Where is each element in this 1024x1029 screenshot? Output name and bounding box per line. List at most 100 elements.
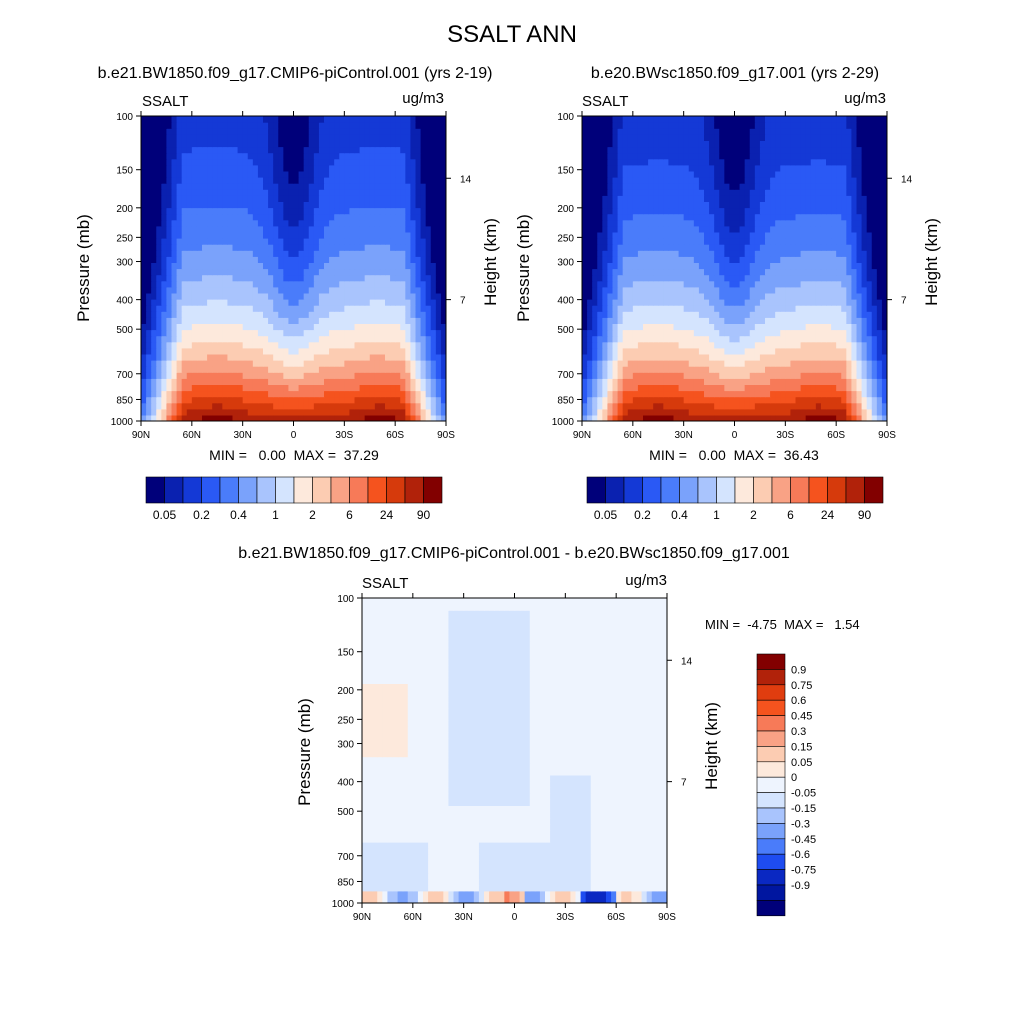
colorbar-swatch xyxy=(846,477,865,503)
colorbar-swatch xyxy=(717,477,736,503)
colorbar-label: 90 xyxy=(417,508,431,522)
panel-1-stats: MIN = 0.00 MAX = 37.29 xyxy=(209,447,379,463)
colorbar-swatch xyxy=(757,854,785,869)
x-tick-label: 60N xyxy=(183,430,201,441)
colorbar-label: 0.3 xyxy=(791,726,806,738)
colorbar-swatch xyxy=(757,839,785,854)
colorbar-label: 0.05 xyxy=(594,508,618,522)
x-tick-label: 30N xyxy=(233,430,251,441)
y-tick-label: 700 xyxy=(337,852,354,863)
colorbar-label: 0.2 xyxy=(193,508,210,522)
x-tick-label: 0 xyxy=(732,430,738,441)
y-tick-label: 1000 xyxy=(111,417,134,428)
panel-3-left-label: SSALT xyxy=(362,575,408,592)
y-tick-label: 250 xyxy=(557,233,574,244)
colorbar-swatch xyxy=(865,477,884,503)
colorbar-swatch xyxy=(313,477,332,503)
colorbar-swatch xyxy=(405,477,424,503)
colorbar-swatch xyxy=(220,477,239,503)
panel-3-stats: MIN = -4.75 MAX = 1.54 xyxy=(705,617,860,632)
panel-1: b.e21.BW1850.f09_g17.CMIP6-piControl.001… xyxy=(74,65,500,522)
colorbar-label: 0 xyxy=(791,772,797,784)
colorbar-swatch xyxy=(146,477,165,503)
y-tick-label: 700 xyxy=(557,370,574,381)
colorbar-label: 0.05 xyxy=(153,508,177,522)
colorbar-label: 0.6 xyxy=(791,695,806,707)
colorbar-swatch xyxy=(624,477,643,503)
colorbar-label: 6 xyxy=(346,508,353,522)
colorbar-swatch xyxy=(757,870,785,885)
x-tick-label: 90N xyxy=(353,912,371,923)
panel-3-field xyxy=(362,598,668,904)
panel-3-colorbar: 0.90.750.60.450.30.150.050-0.05-0.15-0.3… xyxy=(757,654,816,916)
colorbar-swatch xyxy=(276,477,295,503)
colorbar-label: -0.6 xyxy=(791,849,810,861)
x-tick-label: 0 xyxy=(291,430,297,441)
colorbar-swatch xyxy=(809,477,828,503)
x-tick-label: 60N xyxy=(404,912,422,923)
panel-1-ylabel-right: Height (km) xyxy=(481,218,500,306)
colorbar-label: 0.15 xyxy=(791,741,812,753)
colorbar-swatch xyxy=(757,762,785,777)
colorbar-swatch xyxy=(754,477,773,503)
x-tick-label: 60S xyxy=(607,912,625,923)
colorbar-label: 90 xyxy=(858,508,872,522)
panel-2-stats: MIN = 0.00 MAX = 36.43 xyxy=(649,447,819,463)
colorbar-label: 0.45 xyxy=(791,711,812,723)
colorbar-swatch xyxy=(757,885,785,900)
y-tick-label: 150 xyxy=(337,648,354,659)
panel-1-ylabel: Pressure (mb) xyxy=(74,214,93,322)
colorbar-swatch xyxy=(424,477,443,503)
panel-1-title: b.e21.BW1850.f09_g17.CMIP6-piControl.001… xyxy=(98,65,493,82)
colorbar-swatch xyxy=(757,823,785,838)
colorbar-label: 24 xyxy=(821,508,835,522)
x-tick-label: 30S xyxy=(776,430,794,441)
colorbar-swatch xyxy=(757,700,785,715)
x-tick-label: 90S xyxy=(658,912,676,923)
height-tick-label: 14 xyxy=(460,174,472,185)
colorbar-swatch xyxy=(757,654,785,669)
y-tick-label: 1000 xyxy=(332,899,355,910)
panel-1-field xyxy=(141,116,447,422)
colorbar-label: 0.9 xyxy=(791,664,806,676)
colorbar-label: 2 xyxy=(309,508,316,522)
y-tick-label: 200 xyxy=(116,204,133,215)
colorbar-swatch xyxy=(294,477,313,503)
colorbar-label: -0.3 xyxy=(791,818,810,830)
colorbar-swatch xyxy=(772,477,791,503)
colorbar-swatch xyxy=(165,477,184,503)
colorbar-label: 0.75 xyxy=(791,680,812,692)
figure-title: SSALT ANN xyxy=(447,21,577,48)
y-tick-label: 850 xyxy=(337,877,354,888)
panel-3-units: ug/m3 xyxy=(625,572,667,589)
colorbar-label: 1 xyxy=(713,508,720,522)
y-tick-label: 200 xyxy=(557,204,574,215)
x-tick-label: 60S xyxy=(386,430,404,441)
colorbar-swatch xyxy=(368,477,387,503)
colorbar-label: -0.9 xyxy=(791,880,810,892)
x-tick-label: 30S xyxy=(335,430,353,441)
colorbar-swatch xyxy=(202,477,221,503)
colorbar-label: -0.05 xyxy=(791,788,816,800)
x-tick-label: 90N xyxy=(573,430,591,441)
colorbar-swatch xyxy=(257,477,276,503)
colorbar-swatch xyxy=(828,477,847,503)
panel-2-ylabel: Pressure (mb) xyxy=(514,214,533,322)
y-tick-label: 300 xyxy=(116,258,133,269)
colorbar-swatch xyxy=(757,731,785,746)
x-tick-label: 30N xyxy=(454,912,472,923)
x-tick-label: 90S xyxy=(878,430,896,441)
y-tick-label: 200 xyxy=(337,686,354,697)
colorbar-swatch xyxy=(757,777,785,792)
x-tick-label: 90S xyxy=(437,430,455,441)
panel-2-units: ug/m3 xyxy=(844,90,886,107)
panel-1-units: ug/m3 xyxy=(402,90,444,107)
colorbar-label: 24 xyxy=(380,508,394,522)
y-tick-label: 500 xyxy=(557,325,574,336)
colorbar-swatch xyxy=(757,808,785,823)
colorbar-swatch xyxy=(757,716,785,731)
colorbar-swatch xyxy=(661,477,680,503)
y-tick-label: 700 xyxy=(116,370,133,381)
